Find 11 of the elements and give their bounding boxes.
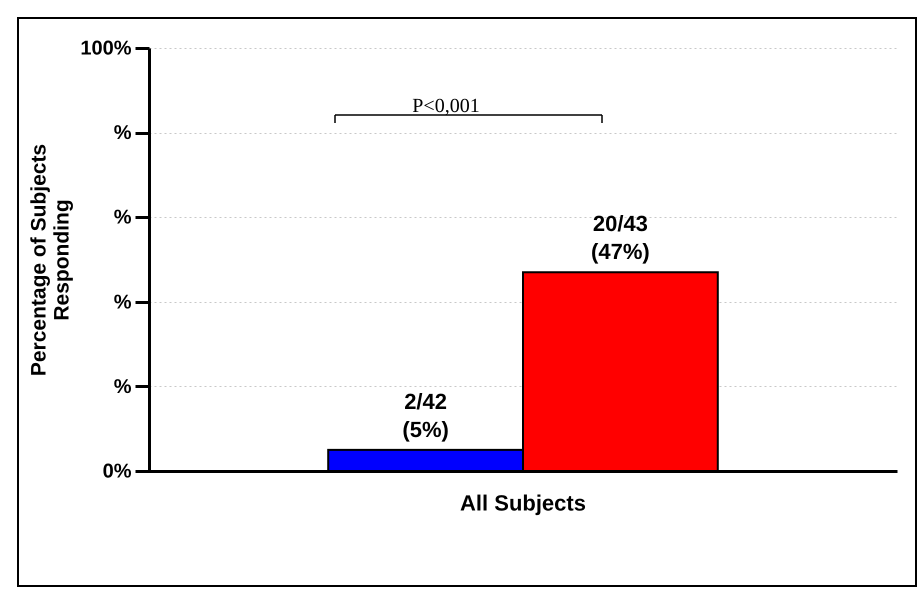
data-label: 2/42 (5%) [402, 388, 449, 442]
y-tick-label: 0% [102, 460, 132, 482]
y-axis-title: Percentage of Subjects Responding [27, 144, 74, 376]
data-label: 20/43 (47%) [591, 211, 650, 264]
y-tick-label: % [114, 122, 132, 144]
y-tick-label: % [114, 206, 132, 229]
y-tick-label: % [114, 291, 132, 314]
annotation: P<0,001 [412, 95, 480, 117]
x-tick-label: All Subjects [460, 490, 586, 516]
y-tick-label: 100% [80, 38, 132, 60]
y-tick-label: % [114, 376, 132, 398]
